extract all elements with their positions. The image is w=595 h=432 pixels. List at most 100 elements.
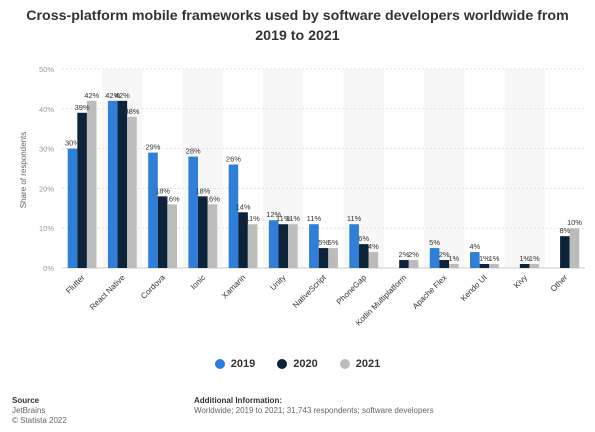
bar-labels: 30%39%42% 42%42%38%29%18%16%28%18%16%26%1…: [65, 91, 582, 263]
legend-item-2020[interactable]: 2020: [277, 358, 318, 370]
bar-value-label: 42%: [105, 91, 120, 100]
bar-2020-nativescript[interactable]: [318, 248, 329, 268]
bar-2021-ionic[interactable]: [207, 204, 218, 268]
bar-value-label: 8%: [559, 226, 570, 235]
x-tick-label: React Native: [88, 273, 127, 312]
x-tick-label: Other: [549, 273, 570, 294]
bar-2020-xamarin[interactable]: [238, 212, 248, 268]
bar-2020-other[interactable]: [560, 236, 570, 268]
bar-2020-phonegap[interactable]: [358, 244, 369, 268]
bar-2019-ionic[interactable]: [188, 156, 199, 268]
x-tick-label: Unity: [268, 273, 287, 292]
bar-2020-unity[interactable]: [278, 224, 289, 268]
bar-2020-kivy[interactable]: [519, 264, 530, 268]
bar-2019-apache-flex[interactable]: [429, 248, 440, 268]
bar-value-label: 16%: [205, 194, 220, 203]
bar-2019-nativescript[interactable]: [309, 224, 319, 268]
bar-2020-flutter[interactable]: [77, 112, 87, 268]
x-tick-label: Ionic: [189, 273, 207, 291]
bar-2021-react-native[interactable]: [127, 116, 137, 268]
chart-title: Cross-platform mobile frameworks used by…: [26, 8, 569, 44]
bar-value-label: 4%: [469, 242, 480, 251]
bar-2019-kendo-ui[interactable]: [470, 252, 480, 268]
x-tick-label: NativeScript: [291, 273, 328, 310]
bar-value-label: 30%: [65, 139, 80, 148]
y-axis-label: Share of respondents: [19, 132, 28, 209]
bar-value-label: 26%: [226, 155, 241, 164]
bar-value-label: 5%: [328, 238, 339, 247]
bar-value-label: 18%: [155, 186, 170, 195]
legend-marker-icon: [339, 359, 350, 369]
source-heading: Source: [12, 396, 40, 405]
bar-2020-kendo-ui[interactable]: [479, 264, 490, 268]
additional-info-heading[interactable]: Additional Information:: [194, 396, 282, 405]
bar-2019-unity[interactable]: [268, 220, 279, 268]
bar-2021-kotlin-multiplatform[interactable]: [408, 260, 419, 268]
bar-value-label: 1%: [529, 254, 540, 263]
bar-2019-flutter[interactable]: [67, 148, 78, 268]
y-axis-ticks: 0% 10% 20% 30% 40% 50%: [39, 65, 54, 273]
bar-2020-cordova[interactable]: [157, 196, 168, 268]
bar-value-label: 42%: [115, 91, 130, 100]
y-tick-label: 0%: [43, 264, 54, 273]
legend-item-2021[interactable]: 2021: [339, 358, 381, 370]
category-band: [504, 69, 545, 268]
y-tick-label: 40%: [39, 105, 54, 114]
additional-info-text: Worldwide; 2019 to 2021; 31,743 responde…: [194, 406, 434, 415]
bar-2021-other[interactable]: [569, 228, 580, 268]
bar-2021-kendo-ui[interactable]: [489, 264, 499, 268]
bar-2021-phonegap[interactable]: [368, 252, 379, 268]
bar-value-label: 11%: [276, 214, 291, 223]
bar-2021-xamarin[interactable]: [247, 224, 258, 268]
bar-2019-xamarin[interactable]: [228, 164, 239, 268]
bar-2020-kotlin-multiplatform[interactable]: [399, 260, 409, 268]
bar-value-label: 11%: [286, 214, 301, 223]
bar-value-label: 2%: [439, 250, 450, 259]
legend-label: 2021: [355, 358, 381, 370]
bar-value-label: 1%: [519, 254, 530, 263]
source-name[interactable]: JetBrains: [12, 406, 46, 415]
bar-value-label: 28%: [186, 147, 201, 156]
bar-value-label: 2%: [399, 250, 410, 259]
bar-2021-unity[interactable]: [288, 224, 298, 268]
bar-2021-flutter[interactable]: [86, 100, 97, 268]
x-tick-label: Kendo UI: [459, 273, 489, 303]
bar-value-label: 11%: [347, 214, 362, 223]
bar-value-label: 14%: [236, 202, 251, 211]
bar-2019-cordova[interactable]: [148, 152, 158, 268]
y-tick-label: 20%: [39, 184, 54, 193]
bar-value-label: 16%: [165, 194, 180, 203]
additional-info-block: Additional Information: Worldwide; 2019 …: [194, 396, 434, 416]
x-tick-label: PhoneGap: [335, 273, 369, 307]
bar-2019-phonegap[interactable]: [349, 224, 359, 268]
y-tick-label: 30%: [39, 145, 54, 154]
bar-2020-ionic[interactable]: [198, 196, 208, 268]
bar-value-label: 42%: [84, 91, 99, 100]
bar-2021-apache-flex[interactable]: [448, 264, 459, 268]
bar-value-label: 18%: [195, 186, 210, 195]
bar-value-label: 6%: [358, 234, 369, 243]
legend: 2019 2020 2021: [0, 358, 595, 370]
bar-2021-cordova[interactable]: [167, 204, 177, 268]
legend-marker-icon: [277, 359, 288, 369]
bar-value-label: 38%: [124, 107, 139, 116]
bar-value-label: 39%: [75, 103, 90, 112]
copyright: © Statista 2022: [12, 416, 67, 425]
y-tick-label: 10%: [39, 224, 54, 233]
bar-2019-react-native[interactable]: [107, 100, 118, 268]
bar-2020-react-native[interactable]: [117, 100, 128, 268]
bar-value-label: 11%: [307, 214, 322, 223]
x-tick-label: Xamarin: [220, 273, 247, 300]
bar-value-label: 2%: [408, 250, 419, 259]
legend-label: 2020: [293, 358, 318, 370]
source-block: Source JetBrains © Statista 2022: [12, 396, 67, 426]
bar-2020-apache-flex[interactable]: [439, 260, 449, 268]
x-tick-label: Kivy: [512, 273, 529, 290]
bar-2021-nativescript[interactable]: [328, 248, 338, 268]
legend-item-2019[interactable]: 2019: [214, 358, 255, 370]
bar-value-label: 11%: [245, 214, 260, 223]
bar-2021-kivy[interactable]: [529, 264, 540, 268]
x-axis-ticks: Flutter React Native Cordova Ionic Xamarin Un…: [64, 273, 569, 328]
bar-value-label: 1%: [489, 254, 500, 263]
x-tick-label: Cordova: [139, 273, 167, 301]
